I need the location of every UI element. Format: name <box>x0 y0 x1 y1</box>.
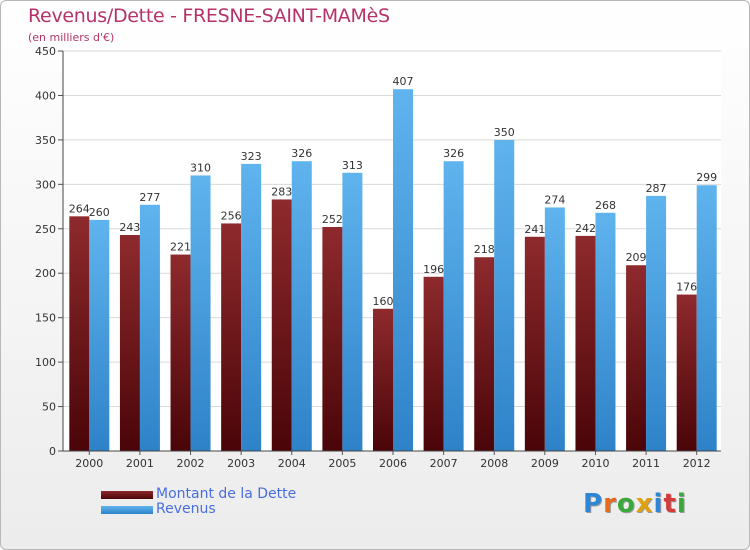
data-label-revenus-2008: 350 <box>494 126 515 139</box>
legend-label-dette: Montant de la Dette <box>156 486 297 502</box>
data-label-revenus-2010: 268 <box>595 199 616 212</box>
logo-letter: i <box>676 489 687 519</box>
chart-title: Revenus/Dette - FRESNE-SAINT-MAMèS <box>28 5 390 27</box>
legend-swatch-revenus <box>101 506 153 514</box>
x-tick-label-2001: 2001 <box>126 457 154 470</box>
data-label-revenus-2007: 326 <box>443 147 464 160</box>
bar-revenus-2012 <box>696 185 717 451</box>
bar-revenus-2003 <box>241 163 262 451</box>
logo-letter: i <box>653 489 664 519</box>
x-tick-label-2003: 2003 <box>227 457 255 470</box>
data-label-dette-2003: 256 <box>221 209 242 222</box>
proxiti-logo: Proxiti <box>583 489 687 519</box>
x-tick-label-2010: 2010 <box>581 457 609 470</box>
data-label-dette-2002: 221 <box>170 241 191 254</box>
data-label-dette-2005: 252 <box>322 213 343 226</box>
data-label-dette-2007: 196 <box>423 263 444 276</box>
x-tick-label-2004: 2004 <box>278 457 306 470</box>
y-tick-label-250: 250 <box>35 223 56 236</box>
x-tick-label-2002: 2002 <box>177 457 205 470</box>
data-label-revenus-2005: 313 <box>342 159 363 172</box>
y-tick-label-450: 450 <box>35 45 56 58</box>
data-label-revenus-2004: 326 <box>291 147 312 160</box>
bar-revenus-2010 <box>595 212 616 451</box>
x-tick-label-2005: 2005 <box>328 457 356 470</box>
x-tick-label-2011: 2011 <box>632 457 660 470</box>
data-label-dette-2009: 241 <box>524 223 545 236</box>
bar-dette-2002 <box>170 254 191 451</box>
bar-dette-2006 <box>373 308 393 451</box>
bar-dette-2012 <box>676 294 697 451</box>
legend-label-revenus: Revenus <box>156 501 216 517</box>
bar-revenus-2002 <box>190 175 211 451</box>
bar-dette-2000 <box>69 216 90 451</box>
data-label-dette-2004: 283 <box>271 185 292 198</box>
data-label-revenus-2003: 323 <box>241 150 262 163</box>
x-tick-label-2012: 2012 <box>683 457 711 470</box>
x-tick-label-2000: 2000 <box>75 457 103 470</box>
bar-revenus-2001 <box>139 204 160 451</box>
bar-revenus-2008 <box>494 139 515 451</box>
bar-dette-2005 <box>322 227 343 451</box>
data-label-revenus-2011: 287 <box>646 182 667 195</box>
y-tick-label-150: 150 <box>35 312 56 325</box>
data-label-dette-2012: 176 <box>676 281 697 294</box>
bar-revenus-2007 <box>443 161 464 451</box>
y-tick-label-200: 200 <box>35 267 56 280</box>
bar-dette-2004 <box>271 199 292 451</box>
data-label-revenus-2009: 274 <box>544 193 565 206</box>
bar-revenus-2009 <box>544 207 565 451</box>
x-tick-label-2006: 2006 <box>379 457 407 470</box>
bar-revenus-2011 <box>646 195 667 451</box>
data-label-dette-2010: 242 <box>575 222 596 235</box>
y-tick-label-300: 300 <box>35 178 56 191</box>
bar-revenus-2005 <box>342 172 363 451</box>
data-label-revenus-2012: 299 <box>696 171 717 184</box>
bar-dette-2003 <box>221 223 242 451</box>
logo-letter: t <box>663 489 677 519</box>
data-label-revenus-2001: 277 <box>139 191 160 204</box>
y-tick-label-350: 350 <box>35 134 56 147</box>
y-tick-label-0: 0 <box>49 445 56 458</box>
logo-letter: x <box>635 489 654 519</box>
data-label-dette-2006: 160 <box>373 295 394 308</box>
x-tick-label-2009: 2009 <box>531 457 559 470</box>
bar-dette-2011 <box>626 265 647 451</box>
bar-dette-2010 <box>575 235 596 451</box>
data-label-revenus-2006: 407 <box>393 75 414 88</box>
data-label-dette-2001: 243 <box>119 221 140 234</box>
bar-dette-2007 <box>423 276 444 451</box>
bar-revenus-2000 <box>89 219 110 451</box>
logo-letter: r <box>603 489 617 519</box>
data-label-dette-2008: 218 <box>474 243 495 256</box>
data-label-revenus-2000: 260 <box>89 206 110 219</box>
y-tick-label-400: 400 <box>35 89 56 102</box>
bar-dette-2009 <box>524 236 545 451</box>
bar-revenus-2006 <box>393 89 413 451</box>
chart-subtitle: (en milliers d'€) <box>28 31 115 44</box>
y-tick-label-50: 50 <box>42 401 56 414</box>
bar-dette-2008 <box>474 257 495 451</box>
y-tick-label-100: 100 <box>35 356 56 369</box>
logo-letter: o <box>616 489 636 519</box>
x-tick-label-2008: 2008 <box>480 457 508 470</box>
logo-letter: P <box>583 489 604 519</box>
bar-dette-2001 <box>119 235 140 451</box>
x-tick-label-2007: 2007 <box>430 457 458 470</box>
data-label-revenus-2002: 310 <box>190 161 211 174</box>
data-label-dette-2000: 264 <box>69 202 90 215</box>
legend-swatch-dette <box>101 491 153 499</box>
data-label-dette-2011: 209 <box>626 251 647 264</box>
bar-revenus-2004 <box>291 161 312 451</box>
